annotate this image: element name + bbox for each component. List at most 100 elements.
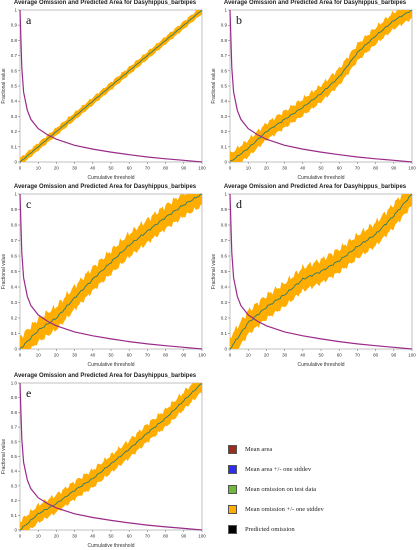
x-tick-label: 40: [90, 534, 96, 539]
legend-label: Mean area +/- one stddev: [245, 465, 312, 473]
y-tick-label: 0.8: [221, 223, 228, 228]
x-tick-label: 20: [264, 353, 270, 358]
x-tick-label: 80: [373, 166, 379, 171]
x-tick-label: 40: [300, 166, 306, 171]
y-tick-label: 0.4: [221, 99, 228, 104]
y-tick-label: 0.3: [221, 300, 228, 305]
chart-svg: 0 10 20 30 40 50 60 70 80 90 100 0 0.1 0.2 0.3 0.4 0.5 0.…: [211, 8, 416, 182]
legend-swatch-mean-area: [228, 444, 237, 454]
y-tick-label: 0: [14, 160, 17, 165]
y-tick-label: 0.4: [11, 285, 18, 290]
mean-area-curve: [19, 193, 203, 350]
chart-svg: 0 10 20 30 40 50 60 70 80 90 100 0 0.1 0.2 0.3 0.4 0.5 0.…: [211, 192, 416, 369]
omission-std-band: [20, 194, 202, 349]
mean-area-curve: [229, 193, 413, 350]
x-tick-label: 80: [373, 353, 379, 358]
y-tick-label: 0.5: [221, 269, 228, 274]
x-tick-label: 100: [198, 534, 206, 539]
y-tick-label: 0.8: [11, 410, 18, 415]
x-axis-label: Cumulative threshold: [298, 362, 345, 368]
y-tick-label: 0.1: [221, 144, 228, 149]
x-tick-label: 90: [181, 166, 187, 171]
x-tick-label: 40: [300, 353, 306, 358]
x-tick-label: 40: [90, 166, 96, 171]
x-tick-label: 30: [282, 166, 288, 171]
chart-title: Average Omission and Predicted Area for …: [223, 0, 407, 6]
y-tick-label: 0.7: [221, 238, 228, 243]
y-axis-label: Fractional value: [1, 68, 7, 104]
x-tick-label: 70: [145, 166, 151, 171]
y-tick-label: 1: [224, 8, 227, 13]
mean-area-curve: [229, 9, 413, 163]
chart-svg: 0 10 20 30 40 50 60 70 80 90 100 0 0.1 0.2 0.3 0.4 0.5 0.…: [1, 381, 206, 550]
x-axis-label: Cumulative threshold: [298, 175, 345, 181]
y-tick-label: 0.2: [221, 129, 228, 134]
x-tick-label: 90: [391, 166, 397, 171]
x-tick-label: 50: [108, 166, 114, 171]
y-tick-label: 0.2: [11, 129, 18, 134]
y-axis-label: Fractional value: [1, 254, 7, 290]
y-tick-label: 0.1: [221, 331, 228, 336]
x-tick-label: 20: [264, 166, 270, 171]
y-tick-label: 0.8: [11, 223, 18, 228]
mean-omission-line: [229, 193, 413, 350]
y-tick-label: 0.6: [11, 439, 18, 444]
y-tick-label: 1: [14, 192, 17, 197]
y-tick-label: 0.9: [11, 23, 18, 28]
x-tick-label: 50: [318, 166, 324, 171]
x-tick-label: 50: [108, 353, 114, 358]
x-tick-label: 20: [54, 166, 60, 171]
x-tick-label: 60: [127, 166, 133, 171]
y-tick-label: 0.4: [11, 469, 18, 474]
x-tick-label: 50: [318, 353, 324, 358]
y-tick-label: 0.3: [11, 483, 18, 488]
x-tick-label: 10: [36, 534, 42, 539]
x-tick-label: 20: [54, 353, 60, 358]
panel-letter: b: [236, 13, 242, 27]
y-tick-label: 0.2: [11, 498, 18, 503]
omission-std-band: [230, 10, 412, 162]
x-tick-label: 0: [19, 353, 22, 358]
mean-omission-line: [229, 9, 413, 162]
chart-title: Average Omission and Predicted Area for …: [223, 184, 407, 190]
y-tick-label: 0.5: [11, 84, 18, 89]
x-tick-label: 0: [19, 534, 22, 539]
y-axis-label: Fractional value: [211, 68, 217, 104]
x-tick-label: 80: [163, 534, 169, 539]
y-tick-label: 0.7: [11, 425, 18, 430]
panel-letter: a: [26, 13, 32, 27]
y-tick-label: 0.4: [221, 285, 228, 290]
y-tick-label: 0.8: [11, 38, 18, 43]
y-tick-label: 0: [14, 528, 17, 533]
x-tick-label: 70: [145, 353, 151, 358]
chart-title: Average Omission and Predicted Area for …: [13, 184, 197, 190]
x-tick-label: 70: [355, 166, 361, 171]
chart-panel-e: Average Omission and Predicted Area for …: [0, 373, 210, 550]
mean-area-curve: [19, 9, 203, 163]
y-tick-label: 0.6: [11, 254, 18, 259]
legend-swatch-mean-omission-test: [228, 484, 237, 494]
y-tick-label: 1: [14, 8, 17, 13]
x-tick-label: 80: [163, 353, 169, 358]
legend-swatch-predicted-omission: [228, 524, 237, 534]
y-tick-label: 0.5: [11, 269, 18, 274]
x-tick-label: 80: [163, 166, 169, 171]
y-tick-label: 0.9: [11, 207, 18, 212]
x-tick-label: 10: [246, 166, 252, 171]
panel-letter: c: [26, 197, 31, 211]
x-tick-label: 60: [337, 166, 343, 171]
y-tick-label: 0.6: [221, 254, 228, 259]
x-tick-label: 30: [72, 353, 78, 358]
y-tick-label: 0.3: [11, 300, 18, 305]
legend-item-mean-area: Mean area: [228, 444, 272, 454]
y-tick-label: 0.7: [11, 238, 18, 243]
chart-title: Average Omission and Predicted Area for …: [13, 373, 197, 379]
legend-item-predicted-omission: Predicted omission: [228, 524, 295, 534]
x-tick-label: 10: [246, 353, 252, 358]
x-tick-label: 0: [229, 166, 232, 171]
x-tick-label: 70: [355, 353, 361, 358]
mean-area-curve: [19, 382, 203, 531]
x-tick-label: 90: [181, 534, 187, 539]
x-tick-label: 100: [408, 166, 416, 171]
y-tick-label: 0.1: [11, 144, 18, 149]
